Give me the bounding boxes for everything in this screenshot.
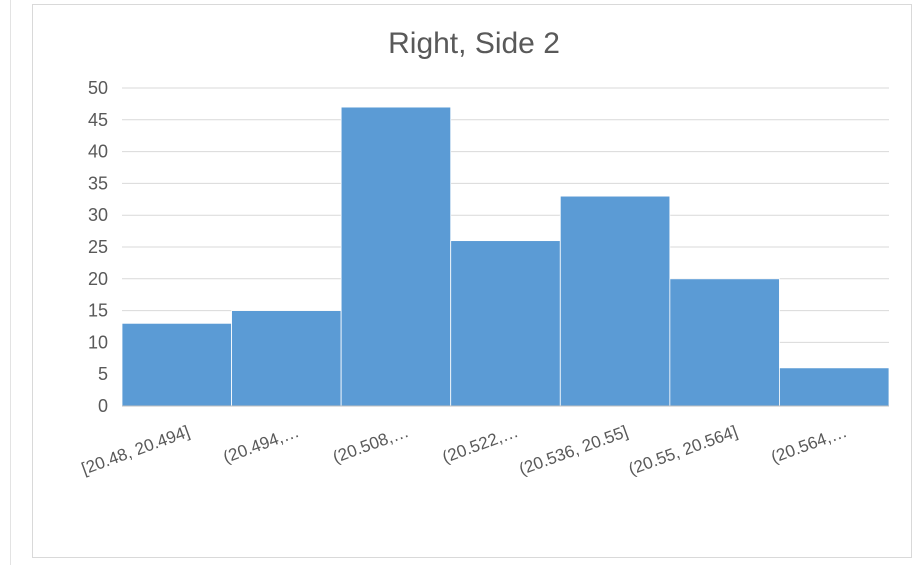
y-tick-label: 15 (88, 301, 108, 321)
x-tick-label: (20.508,… (330, 422, 411, 467)
y-tick-label: 5 (98, 364, 108, 384)
bar-2 (231, 310, 342, 407)
left-border-line (10, 0, 11, 565)
y-tick-labels: 0 5 10 15 20 25 30 35 40 45 50 (88, 78, 108, 416)
bars (121, 106, 890, 407)
bar-5 (559, 195, 671, 407)
y-tick-label: 0 (98, 396, 108, 416)
x-tick-label: (20.536, 20.55] (516, 422, 630, 479)
bar-7 (779, 367, 890, 407)
y-tick-label: 45 (88, 110, 108, 130)
x-tick-label: (20.522,… (440, 422, 521, 467)
x-tick-label: [20.48, 20.494] (79, 422, 192, 479)
x-tick-label: (20.494,… (221, 422, 302, 467)
y-tick-label: 30 (88, 205, 108, 225)
bar-1 (121, 322, 232, 407)
bar-3 (340, 106, 452, 407)
x-tick-labels: [20.48, 20.494] (20.494,… (20.508,… (20.522… (79, 422, 850, 479)
y-tick-label: 40 (88, 142, 108, 162)
y-tick-label: 50 (88, 78, 108, 98)
y-tick-label: 35 (88, 173, 108, 193)
x-tick-label: (20.55, 20.564] (626, 422, 740, 479)
y-tick-label: 10 (88, 332, 108, 352)
chart-title: Right, Side 2 (388, 27, 560, 60)
x-tick-label: (20.564,… (768, 422, 849, 467)
bar-4 (450, 240, 561, 407)
bar-6 (669, 278, 780, 407)
y-tick-label: 20 (88, 269, 108, 289)
y-tick-label: 25 (88, 237, 108, 257)
